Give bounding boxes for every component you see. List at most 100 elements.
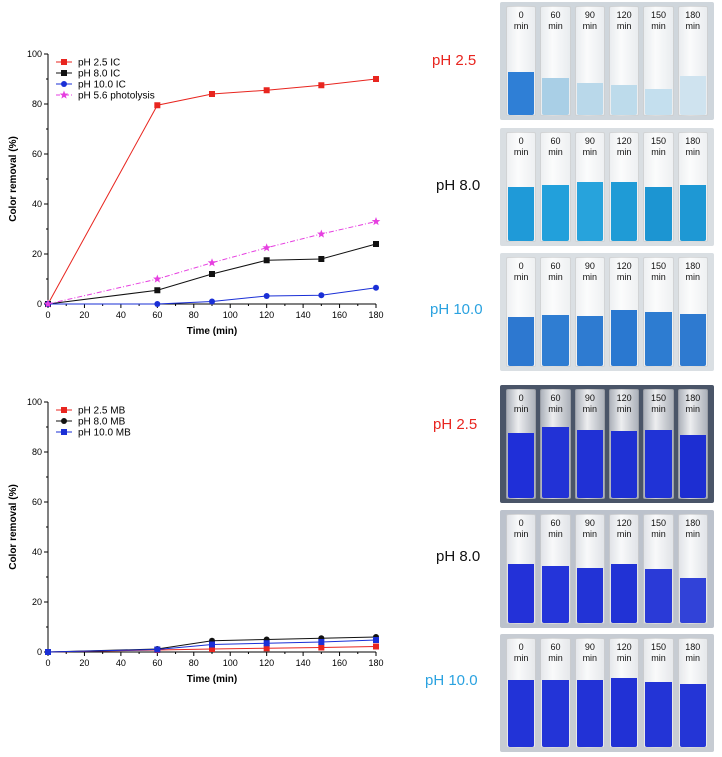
cuvette-liquid [610, 431, 638, 498]
cuvette-time-value: 120 [616, 393, 632, 403]
cuvette-liquid [576, 181, 603, 241]
cuvette: 150 min [643, 389, 674, 499]
chart0-legend-label: pH 2.5 IC [78, 58, 120, 69]
chart1-legend-label: pH 2.5 MB [78, 406, 126, 417]
cuvette-time-value: 180 [685, 393, 701, 403]
chart0-series-2-point [318, 292, 325, 299]
cuvette-time-label: 120 min [610, 518, 638, 540]
cuvette-time-value: 180 [685, 10, 701, 20]
chart1-y-tick-label: 20 [32, 597, 42, 607]
chart0-series-3-point [43, 299, 53, 308]
cuvette-liquid [542, 184, 569, 241]
cuvette-time-unit: min [685, 404, 701, 414]
cuvette-liquid [542, 315, 569, 366]
chart0-series-2-point [209, 298, 215, 305]
cuvette-time-unit: min [685, 21, 701, 31]
cuvette-liquid [610, 563, 638, 623]
chart0-series-1-line [47, 243, 377, 305]
chart0-series-1-point [154, 287, 161, 294]
chart1-series-2-point [209, 641, 215, 648]
cuvette-time-label: 180 min [679, 393, 707, 415]
cuvette-liquid [645, 682, 672, 747]
chart0-series-1-point [373, 241, 379, 247]
cuvette-time-unit: min [548, 147, 563, 157]
cuvette-time-value: 150 [650, 518, 666, 528]
chart1-series-0-point [318, 644, 325, 651]
chart0-series-0-line [47, 78, 377, 305]
chart1-series-2-line [47, 639, 377, 653]
chart0-x-tick-label: 140 [296, 310, 311, 320]
chart0-series-3-point [207, 258, 217, 267]
chart1-series-2-point [263, 640, 270, 647]
cuvette-time-label: 0 min [507, 393, 535, 415]
cuvette: 90 min [574, 6, 605, 116]
chart0-series-0-point [318, 82, 325, 89]
chart0-series-1-point [209, 271, 215, 277]
cuvette-time-value: 0 [518, 10, 524, 20]
cuvette-time-value: 90 [584, 136, 595, 146]
cuvette-time-unit: min [616, 653, 632, 663]
chart1-x-tick-label: 160 [332, 658, 347, 668]
cuvette: 180 min [677, 132, 708, 242]
cuvette-time-label: 60 min [541, 10, 569, 32]
cuvette-liquid [508, 71, 535, 115]
cuvette-liquid [679, 184, 706, 241]
ph-label-ic-2: pH 8.0 [436, 177, 481, 194]
cuvette-time-unit: min [582, 653, 598, 663]
chart0-series-2-point [263, 293, 270, 299]
cuvette: 90 min [574, 514, 605, 624]
chart0-legend-label: pH 10.0 IC [78, 80, 126, 91]
cuvette: 150 min [643, 6, 674, 116]
cuvette-time-value: 150 [650, 261, 666, 271]
cuvette-time-unit: min [651, 653, 666, 663]
cuvette-liquid [645, 312, 672, 366]
cuvette-row: 0 min 60 min 90 min 120 min 150 min 180 min [506, 6, 708, 116]
cuvette-time-value: 180 [685, 136, 701, 146]
chart1-legend-label: pH 8.0 MB [78, 417, 126, 428]
cuvette-time-label: 120 min [610, 10, 638, 32]
chart1-y-tick-label: 40 [32, 547, 42, 557]
chart0-legend-marker [61, 70, 67, 76]
chart0-series-0-point [154, 102, 161, 109]
chart0-y-tick-label: 100 [27, 49, 42, 59]
cuvette-time-label: 60 min [541, 518, 569, 540]
cuvette-time-unit: min [548, 21, 563, 31]
chart1-legend-marker [61, 407, 67, 413]
cuvette-time-value: 150 [650, 642, 666, 652]
cuvette-time-value: 0 [518, 518, 524, 528]
cuvette-time-unit: min [513, 272, 529, 282]
cuvette-time-unit: min [651, 21, 666, 31]
cuvette: 180 min [677, 514, 708, 624]
cuvette-time-label: 180 min [679, 642, 707, 664]
chart1-y-tick-label: 80 [32, 447, 42, 457]
cuvette-time-unit: min [548, 404, 563, 414]
cuvette-time-label: 150 min [644, 642, 672, 664]
cuvette: 180 min [677, 257, 708, 367]
chart0-y-axis-label: Color removal (%) [8, 136, 19, 222]
chart0-series-1-point [263, 257, 270, 264]
chart0-series-3-point [371, 217, 381, 226]
cuvette-time-unit: min [513, 21, 529, 31]
cuvette-time-value: 120 [616, 10, 632, 20]
cuvette-time-label: 90 min [576, 261, 604, 283]
chart0-y-tick-label: 80 [32, 99, 42, 109]
cuvette-time-unit: min [582, 147, 598, 157]
chart0-legend-label: pH 5.6 photolysis [78, 91, 155, 102]
chart0-x-tick-label: 60 [152, 310, 162, 320]
cuvette: 120 min [608, 6, 640, 116]
chart1-x-tick-label: 20 [79, 658, 89, 668]
chart0-y-tick-label: 60 [32, 149, 42, 159]
chart0-series-0-point [373, 76, 379, 82]
cuvette-time-value: 180 [685, 642, 701, 652]
cuvette-time-label: 150 min [644, 261, 672, 283]
cuvette-time-value: 90 [584, 261, 595, 271]
cuvette-time-unit: min [685, 147, 701, 157]
cuvette-time-value: 0 [518, 642, 524, 652]
chart1-legend-marker [61, 429, 67, 435]
chart0-series-0-point [263, 87, 270, 94]
cuvette: 90 min [574, 257, 605, 367]
cuvette-time-value: 120 [616, 136, 632, 146]
chart1-x-tick-label: 140 [296, 658, 311, 668]
cuvette: 120 min [608, 132, 640, 242]
ph-label-mb-1: pH 2.5 [433, 416, 478, 433]
